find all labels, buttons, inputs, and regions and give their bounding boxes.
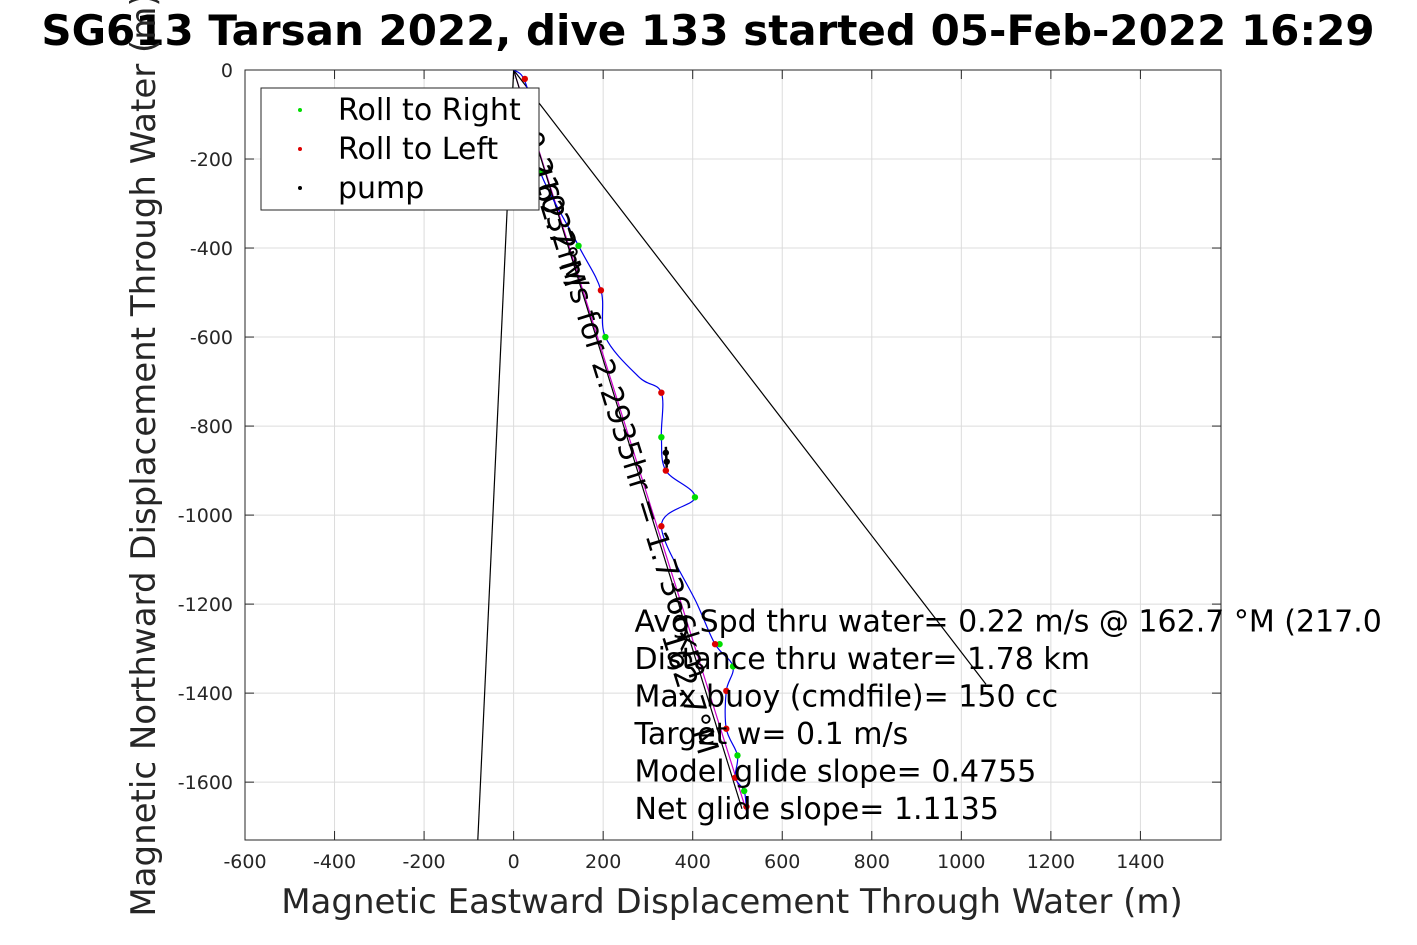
glider-track-line <box>513 70 748 812</box>
series-point-roll-to-left <box>732 774 739 781</box>
legend-marker <box>298 186 302 190</box>
series-point-roll-to-left <box>723 725 730 732</box>
series-point-roll-to-right <box>729 663 737 670</box>
series-point-roll-to-right <box>691 494 699 501</box>
legend-entry: Roll to Right <box>338 93 521 128</box>
summary-line: Avg Spd thru water= 0.22 m/s @ 162.7 °M … <box>635 605 1382 640</box>
series-point-roll-to-left <box>658 523 665 530</box>
x-tick-label: 1400 <box>1116 851 1164 873</box>
series-point-roll-to-left <box>711 640 719 648</box>
summary-line: Distance thru water= 1.78 km <box>635 642 1090 677</box>
series-point-roll-to-right <box>658 433 665 441</box>
y-tick-label: -200 <box>190 149 233 171</box>
y-tick-label: -1600 <box>178 772 233 794</box>
x-tick-label: 200 <box>585 851 621 873</box>
x-tick-label: 400 <box>675 851 711 873</box>
y-tick-label: -800 <box>190 416 233 438</box>
series-point-pump <box>663 458 670 465</box>
y-tick-label: -1000 <box>178 505 233 527</box>
x-tick-label: 1200 <box>1027 851 1075 873</box>
summary-line: Net glide slope= 1.1135 <box>635 792 999 827</box>
y-tick-label: -1400 <box>178 683 233 705</box>
series-point-roll-to-left <box>662 467 670 474</box>
x-tick-label: 600 <box>764 851 800 873</box>
series-point-roll-to-left <box>743 803 750 810</box>
summary-line: Max buoy (cmdfile)= 150 cc <box>635 680 1059 715</box>
series-point-roll-to-right <box>602 333 609 341</box>
axis-ticks: -600 -400 -200 0 200 400 600 800 1000 1200 1400 0 -2… <box>178 60 1221 873</box>
series-point-roll-to-right <box>716 640 723 648</box>
x-tick-label: 1000 <box>937 851 985 873</box>
x-tick-label: -600 <box>223 851 266 873</box>
series-point-roll-to-right <box>734 752 741 759</box>
chart-title: SG613 Tarsan 2022, dive 133 started 05-F… <box>41 6 1374 55</box>
series-point-roll-to-left <box>597 287 605 294</box>
summary-line: Target w= 0.1 m/s <box>634 717 909 752</box>
legend: Roll to Right Roll to Left pump <box>260 87 540 211</box>
reference-line <box>513 70 987 685</box>
legend-entry: pump <box>338 171 424 206</box>
y-tick-label: 0 <box>221 60 233 82</box>
dive-summary-annotations: Avg Spd thru water= 0.22 m/s @ 162.7 °M … <box>634 605 1382 828</box>
legend-entry: Roll to Left <box>338 132 498 167</box>
series-point-roll-to-right <box>740 787 748 795</box>
y-tick-label: -400 <box>190 238 233 260</box>
y-tick-label: -600 <box>190 327 233 349</box>
series-point-roll-to-left <box>521 75 529 83</box>
x-tick-label: -200 <box>403 851 446 873</box>
legend-box <box>260 87 540 211</box>
y-axis-label: Magnetic Northward Displacement Through … <box>124 0 164 917</box>
reference-line <box>513 70 743 810</box>
series-point-pump <box>662 449 670 456</box>
series-point-roll-to-left <box>658 389 665 396</box>
legend-marker <box>298 147 302 151</box>
y-tick-label: -1200 <box>178 594 233 616</box>
legend-marker <box>298 108 302 112</box>
axes-box <box>244 69 1222 841</box>
x-tick-label: 800 <box>854 851 890 873</box>
series-point-roll-to-left <box>723 687 730 695</box>
series-point-roll-to-right <box>575 242 582 250</box>
x-tick-label: -400 <box>313 851 356 873</box>
x-tick-label: 0 <box>508 851 520 873</box>
x-axis-label: Magnetic Eastward Displacement Through W… <box>281 882 1183 922</box>
reference-line <box>513 70 748 812</box>
summary-line: Model glide slope= 0.4755 <box>635 755 1037 790</box>
